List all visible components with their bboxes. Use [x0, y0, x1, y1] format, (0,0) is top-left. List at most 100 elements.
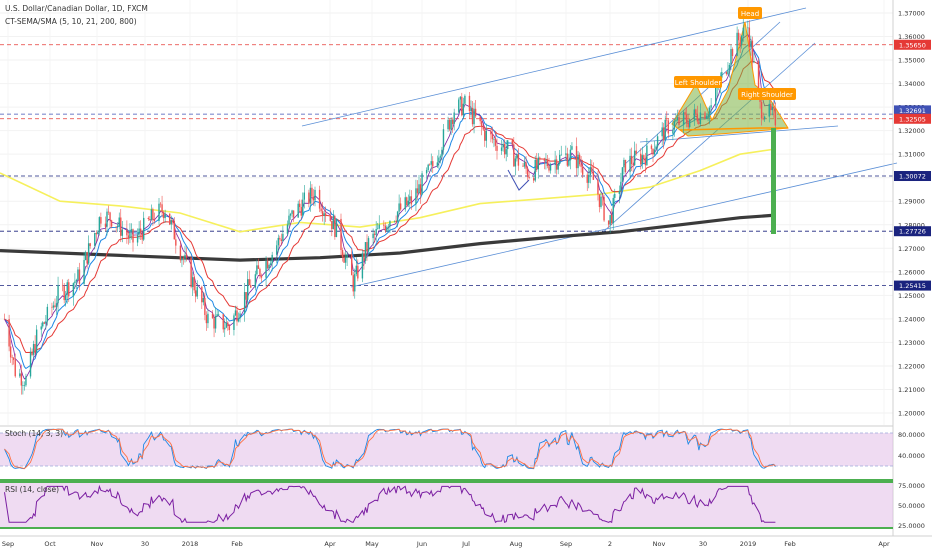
time-tick: 2	[608, 540, 612, 548]
candle	[61, 279, 64, 292]
price-tag: 1.27726	[894, 226, 931, 237]
candle	[132, 228, 134, 252]
candle	[555, 155, 558, 175]
time-axis[interactable]: Sep Oct Nov 30 2018 Feb Apr May Jun Jul Aug Sep 2 Nov…	[2, 540, 890, 548]
candle	[250, 279, 252, 289]
trend-lines	[301, 7, 898, 288]
candle	[185, 247, 188, 262]
candle	[557, 162, 559, 175]
price-tick: 1.32000	[898, 127, 925, 135]
candle	[559, 150, 561, 166]
candle	[25, 373, 27, 387]
candle	[141, 229, 143, 245]
price-tag: 1.30072	[894, 171, 931, 182]
candle	[341, 247, 344, 262]
candle	[399, 197, 402, 211]
candle	[384, 222, 387, 234]
candle	[129, 223, 131, 244]
candle	[526, 166, 529, 181]
price-axis[interactable]: 1.370001.360001.350001.340001.330001.320…	[898, 10, 925, 418]
candle	[243, 283, 246, 322]
candle	[72, 282, 75, 306]
candle	[312, 189, 315, 206]
candle	[211, 310, 214, 319]
candle	[771, 102, 773, 116]
price-tick: 1.21000	[898, 386, 925, 394]
candle	[741, 34, 743, 49]
candle	[581, 159, 584, 179]
candle	[289, 212, 292, 220]
rsi-line	[4, 484, 776, 524]
candle	[661, 122, 663, 146]
candle	[432, 156, 434, 173]
candle	[676, 109, 679, 122]
candle	[580, 155, 582, 173]
candle	[340, 213, 342, 256]
candle	[279, 235, 281, 247]
candle	[528, 171, 530, 180]
candle	[656, 133, 659, 154]
svg-text:1.30072: 1.30072	[899, 173, 926, 181]
candle	[666, 111, 668, 128]
candle	[378, 215, 380, 230]
candle	[173, 217, 175, 240]
candle	[655, 144, 657, 150]
candle	[646, 138, 648, 166]
candle	[87, 235, 90, 265]
candle	[366, 234, 368, 261]
candle	[389, 220, 391, 234]
candle	[233, 313, 235, 336]
time-tick: Nov	[653, 540, 666, 548]
candle	[398, 194, 400, 216]
rsi-tick-75: 75.0000	[898, 482, 925, 490]
candle	[620, 172, 622, 197]
candle	[698, 118, 700, 126]
candle	[207, 308, 209, 329]
candle	[632, 156, 634, 173]
candle	[578, 152, 581, 167]
head-label: Head	[738, 7, 762, 19]
candle	[396, 210, 399, 228]
candle	[603, 194, 605, 222]
candle	[323, 211, 325, 225]
candle	[612, 194, 614, 231]
candle	[100, 212, 102, 228]
candle	[468, 91, 471, 119]
candle	[213, 314, 215, 338]
candle	[566, 147, 569, 167]
time-tick: 2018	[182, 540, 199, 548]
candle	[190, 255, 192, 289]
candle	[598, 194, 601, 213]
symbol-title: U.S. Dollar/Canadian Dollar, 1D, FXCM	[5, 4, 148, 13]
stoch-tick-80: 80.0000	[898, 431, 925, 439]
candle	[97, 230, 99, 235]
candle	[224, 318, 226, 338]
candle	[222, 313, 224, 333]
candle	[773, 100, 775, 118]
candle	[265, 256, 267, 287]
target-projection-bar	[771, 128, 776, 234]
candle	[406, 196, 408, 207]
svg-text:Head: Head	[741, 10, 759, 18]
candle	[554, 150, 556, 174]
candle	[170, 215, 172, 230]
svg-text:1.25415: 1.25415	[899, 282, 926, 290]
right-shoulder-label: Right Shoulder	[738, 88, 796, 100]
candle	[83, 251, 85, 287]
price-tick: 1.29000	[898, 198, 925, 206]
candle	[288, 209, 290, 227]
candle	[490, 129, 492, 143]
candle	[77, 266, 79, 281]
candle	[308, 189, 310, 208]
candle	[652, 148, 654, 163]
candle	[256, 259, 258, 276]
candle	[500, 139, 503, 155]
candle	[55, 296, 58, 316]
candle	[357, 259, 359, 282]
candle	[451, 117, 454, 133]
candle	[329, 208, 331, 222]
candle	[514, 155, 517, 176]
candle	[441, 146, 443, 161]
candle	[268, 263, 270, 272]
